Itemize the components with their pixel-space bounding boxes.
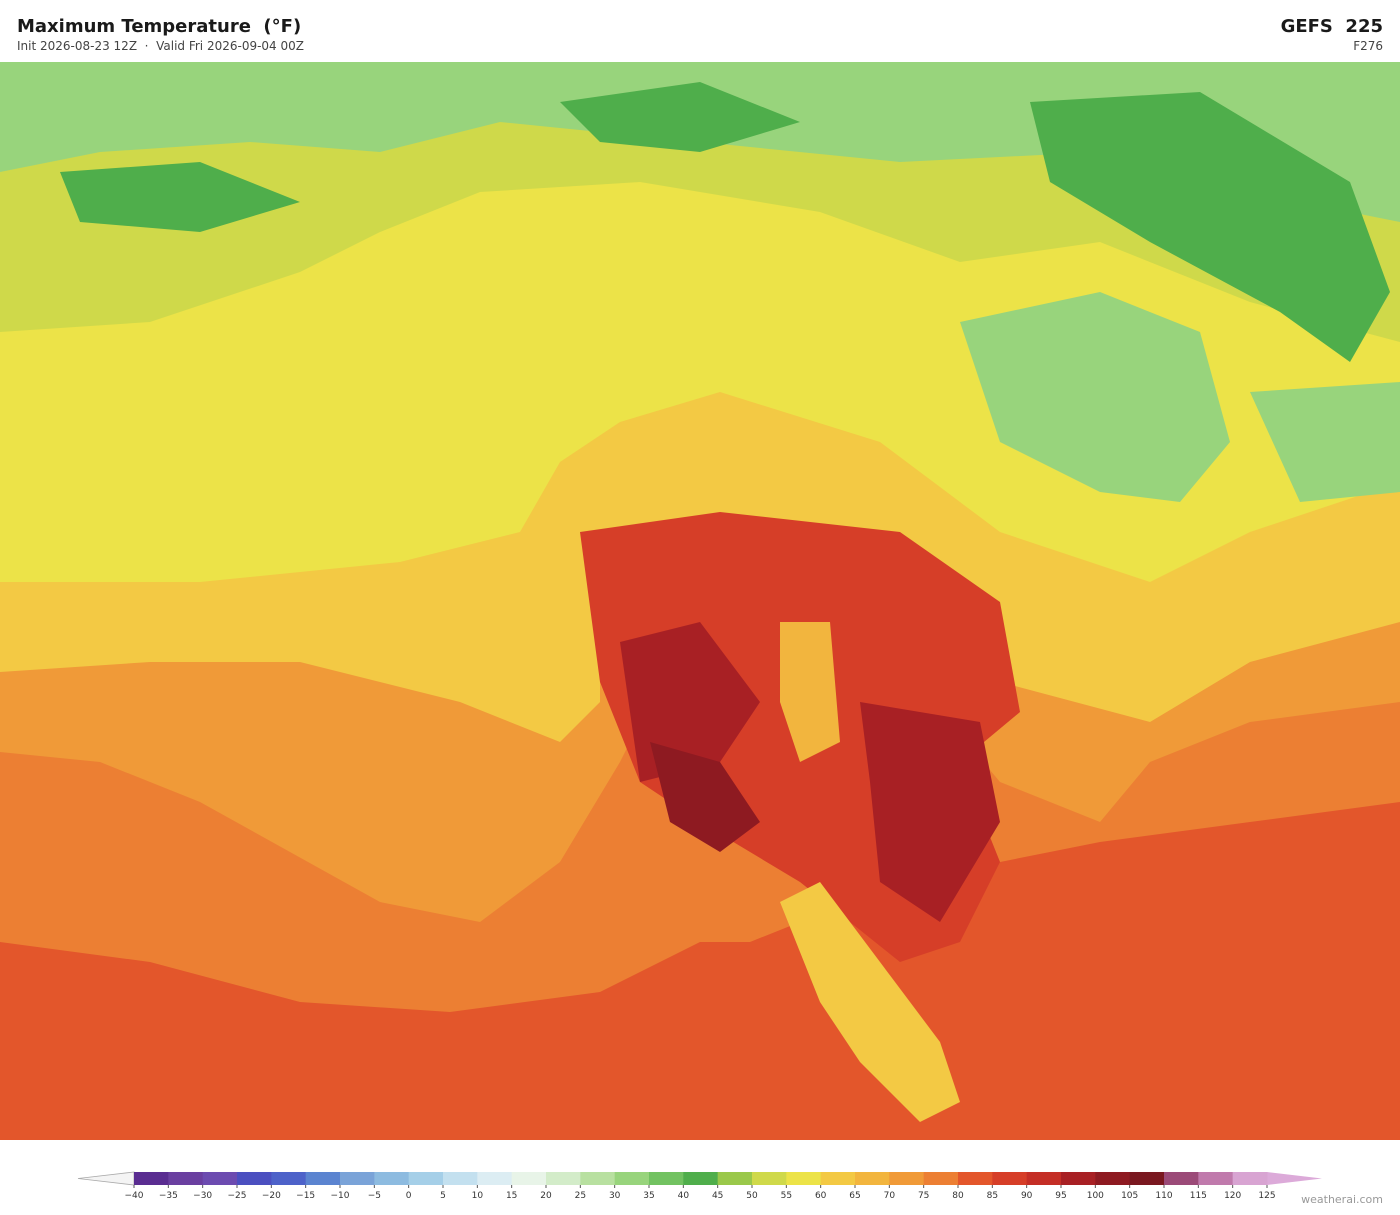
colorbar-tick-label: 115 [1190, 1191, 1207, 1201]
colorbar-segment [580, 1172, 616, 1185]
field [650, 742, 760, 852]
colorbar-segment [271, 1172, 307, 1185]
colorbar-tick-label: 35 [643, 1191, 654, 1201]
field [780, 622, 840, 762]
colorbar-tick-label: −35 [159, 1191, 178, 1201]
colorbar-segment [511, 1172, 547, 1185]
colorbar-tick-label: −40 [125, 1191, 144, 1201]
colorbar-segment [134, 1172, 169, 1185]
colorbar-tick-label: −25 [228, 1191, 247, 1201]
colorbar-tick-label: 15 [506, 1191, 517, 1201]
colorbar-tick-label: −5 [368, 1191, 381, 1201]
field [780, 882, 960, 1122]
field [620, 622, 1000, 922]
colorbar-segment [683, 1172, 719, 1185]
colorbar-segment [237, 1172, 272, 1185]
colorbar-tick-label: 5 [440, 1191, 446, 1201]
credit: weatherai.com [1301, 1193, 1383, 1206]
colorbar-segment [202, 1172, 238, 1185]
colorbar-segment [1095, 1172, 1131, 1185]
colorbar-segment [820, 1172, 856, 1185]
colorbar-segment [992, 1172, 1028, 1185]
colorbar-tick-label: 125 [1258, 1191, 1275, 1201]
colorbar-tick-label: 90 [1021, 1191, 1033, 1201]
colorbar-tick-label: 0 [406, 1191, 412, 1201]
colorbar-tick-label: −20 [262, 1191, 281, 1201]
colorbar-segment [168, 1172, 204, 1185]
colorbar-segment [408, 1172, 444, 1185]
map-subtitle: Init 2026-08-23 12Z · Valid Fri 2026-09-… [17, 39, 304, 53]
colorbar-tick-label: 120 [1224, 1191, 1241, 1201]
colorbar-tick-label: 50 [746, 1191, 758, 1201]
colorbar-tick-label: 20 [540, 1191, 552, 1201]
colorbar-segment [889, 1172, 925, 1185]
colorbar-segment [923, 1172, 959, 1185]
colorbar-segment [614, 1172, 650, 1185]
colorbar-tick-label: 105 [1121, 1191, 1138, 1201]
model-label: GEFS 225 [1280, 16, 1383, 37]
colorbar-tick-label: 95 [1055, 1191, 1066, 1201]
colorbar-segment [305, 1172, 341, 1185]
colorbar-tick-label: 10 [472, 1191, 484, 1201]
temperature-map [0, 62, 1400, 1140]
colorbar-segment [546, 1172, 581, 1185]
colorbar-tick-label: 60 [815, 1191, 827, 1201]
field [960, 292, 1400, 502]
colorbar-tick-label: 45 [712, 1191, 723, 1201]
colorbar: −40 −35 −30 −25 −20 −15 −10 −5 0 5 10 15 20 25 30 35 40 4… [77, 1171, 1322, 1201]
colorbar-segment [443, 1172, 478, 1185]
map-title: Maximum Temperature (°F) [17, 16, 302, 37]
colorbar-tick-label: −10 [331, 1191, 350, 1201]
colorbar-segment [1129, 1172, 1165, 1185]
colorbar-tick-label: 55 [781, 1191, 792, 1201]
colorbar-tick-label: 70 [884, 1191, 896, 1201]
colorbar-segment [855, 1172, 890, 1185]
colorbar-tick-label: 40 [678, 1191, 690, 1201]
colorbar-tick-label: 100 [1087, 1191, 1104, 1201]
colorbar-tick-label: −30 [193, 1191, 212, 1201]
colorbar-tick-label: 110 [1155, 1191, 1172, 1201]
colorbar-segment [1164, 1172, 1199, 1185]
colorbar-segment [717, 1172, 753, 1185]
colorbar-segment [1061, 1172, 1096, 1185]
forecast-hour: F276 [1353, 39, 1383, 53]
colorbar-segment [477, 1172, 513, 1185]
colorbar-tick-label: 80 [952, 1191, 964, 1201]
colorbar-segment [752, 1172, 787, 1185]
colorbar-tick-label: −15 [296, 1191, 315, 1201]
colorbar-tick-label: 65 [849, 1191, 860, 1201]
field [60, 82, 1390, 362]
colorbar-tick-label: 85 [987, 1191, 998, 1201]
colorbar-segment [1026, 1172, 1062, 1185]
colorbar-tick-label: 25 [575, 1191, 586, 1201]
colorbar-segment [340, 1172, 375, 1185]
colorbar-tick-label: 30 [609, 1191, 621, 1201]
colorbar-segment [1232, 1172, 1268, 1185]
colorbar-segment [1198, 1172, 1234, 1185]
colorbar-segment [649, 1172, 684, 1185]
colorbar-segment [374, 1172, 410, 1185]
colorbar-over [1267, 1172, 1322, 1185]
colorbar-segment [786, 1172, 822, 1185]
colorbar-under [77, 1171, 135, 1186]
colorbar-tick-label: 75 [918, 1191, 929, 1201]
colorbar-segment [958, 1172, 993, 1185]
